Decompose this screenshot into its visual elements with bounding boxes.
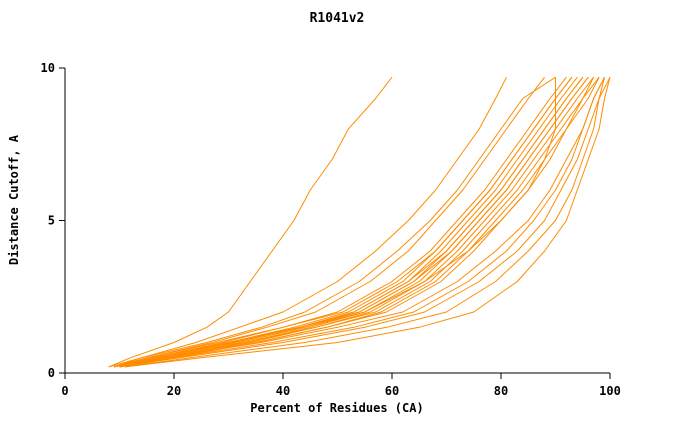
x-tick-label: 100 (599, 384, 621, 398)
x-tick-label: 0 (61, 384, 68, 398)
series-line (113, 76, 545, 368)
series-line (113, 76, 589, 368)
series-line (119, 76, 584, 368)
series-line (124, 76, 611, 368)
series-line (113, 77, 556, 368)
series-line (108, 76, 556, 368)
x-tick-label: 60 (385, 384, 399, 398)
y-tick-label: 10 (41, 61, 55, 75)
x-tick-label: 40 (276, 384, 290, 398)
series-line (113, 76, 567, 368)
series-line (108, 76, 393, 368)
y-tick-label: 5 (48, 214, 55, 228)
series-line (119, 76, 605, 368)
series-line (124, 77, 611, 368)
y-tick-label: 0 (48, 366, 55, 380)
series-line (113, 76, 573, 368)
series-line (119, 77, 605, 368)
series-line (119, 76, 595, 368)
series-line (113, 76, 507, 368)
x-tick-label: 20 (167, 384, 181, 398)
series-line (119, 76, 594, 368)
chart-title: R1041v2 (310, 11, 365, 26)
series-line (113, 76, 605, 368)
series-line (119, 76, 600, 368)
series-line (119, 76, 578, 368)
y-axis-label: Distance Cutoff, A (7, 134, 21, 265)
series-line (113, 76, 584, 368)
x-axis-label: Percent of Residues (CA) (250, 401, 423, 415)
x-tick-label: 80 (494, 384, 508, 398)
series-line (124, 76, 600, 368)
